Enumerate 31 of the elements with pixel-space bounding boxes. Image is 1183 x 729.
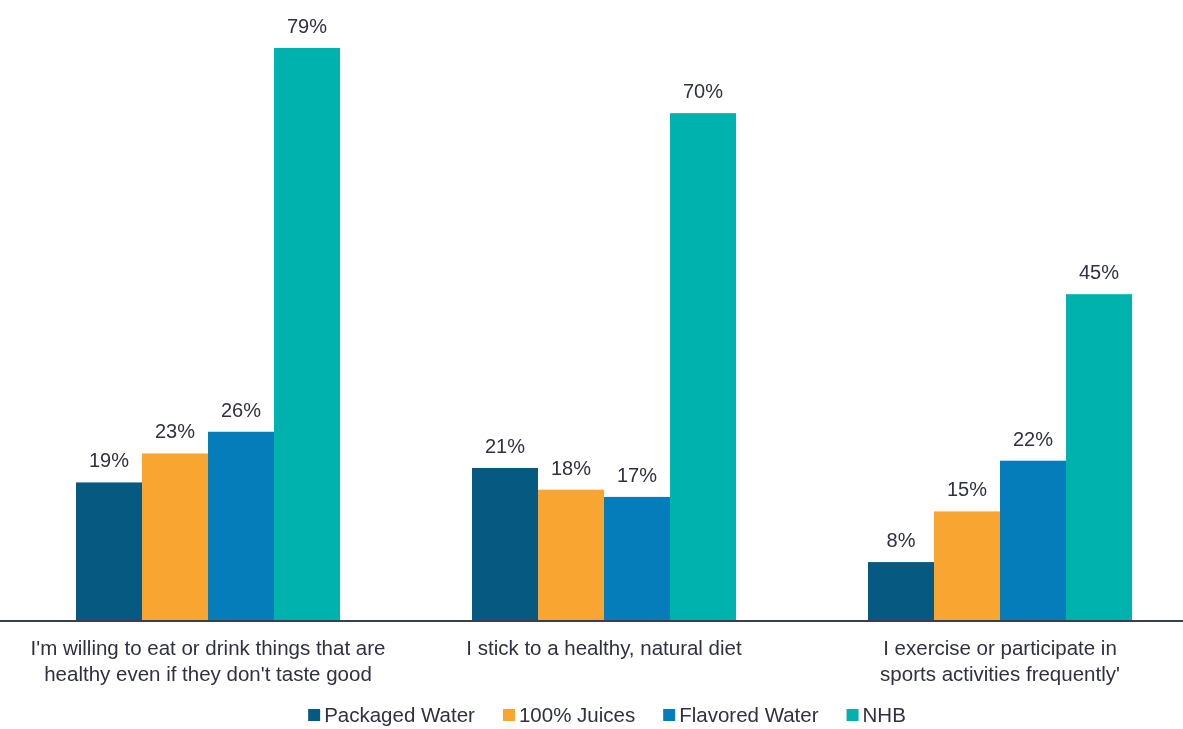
- x-tick-label: I exercise or participate in sports activities frequently': [880, 636, 1120, 685]
- legend-label: Flavored Water: [679, 703, 819, 726]
- bar: [208, 431, 274, 620]
- data-label: 79%: [286, 15, 328, 37]
- x-tick-label: I'm willing to eat or drink things that are healthy even if they don't taste good: [30, 636, 386, 685]
- bar: [934, 511, 1000, 620]
- data-label: 19%: [88, 449, 130, 472]
- bar: [538, 489, 604, 620]
- bar: [604, 496, 670, 620]
- bar: [142, 453, 208, 620]
- data-label: 21%: [484, 434, 526, 457]
- bar: [1066, 294, 1132, 620]
- bar: [868, 562, 934, 620]
- legend-label: Packaged Water: [324, 703, 476, 726]
- bar: [274, 48, 340, 620]
- data-label: 70%: [682, 80, 724, 103]
- bar: [670, 113, 736, 620]
- bar: [1000, 460, 1066, 620]
- legend-label: NHB: [862, 703, 906, 726]
- data-label: 17%: [616, 463, 658, 486]
- data-label: 26%: [220, 398, 262, 421]
- data-label: 18%: [550, 456, 592, 479]
- x-tick-label: I stick to a healthy, natural diet: [466, 636, 742, 659]
- data-label: 22%: [1012, 427, 1054, 450]
- data-label: 23%: [154, 420, 196, 443]
- data-label: 15%: [946, 478, 988, 501]
- data-label: 8%: [886, 529, 916, 552]
- bar: [472, 467, 538, 620]
- legend-label: 100% Juices: [518, 703, 636, 726]
- bar: [76, 482, 142, 620]
- data-label: 45%: [1078, 261, 1120, 284]
